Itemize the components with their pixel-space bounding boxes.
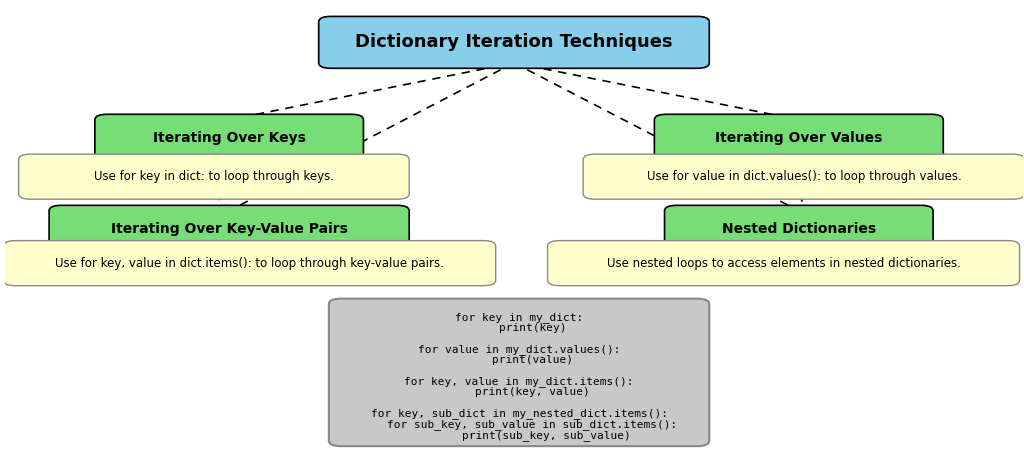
FancyBboxPatch shape — [329, 299, 710, 446]
Text: Iterating Over Key-Value Pairs: Iterating Over Key-Value Pairs — [111, 222, 347, 236]
FancyBboxPatch shape — [95, 114, 364, 162]
FancyBboxPatch shape — [665, 205, 933, 253]
Text: Use nested loops to access elements in nested dictionaries.: Use nested loops to access elements in n… — [606, 256, 961, 270]
Text: Iterating Over Values: Iterating Over Values — [715, 131, 883, 145]
Text: print(key, value): print(key, value) — [449, 387, 590, 397]
FancyBboxPatch shape — [318, 16, 710, 68]
FancyBboxPatch shape — [18, 154, 410, 199]
FancyBboxPatch shape — [3, 240, 496, 286]
Text: print(key): print(key) — [472, 323, 566, 333]
FancyBboxPatch shape — [548, 240, 1020, 286]
Text: Dictionary Iteration Techniques: Dictionary Iteration Techniques — [355, 33, 673, 51]
Text: Use for key in dict: to loop through keys.: Use for key in dict: to loop through key… — [94, 170, 334, 183]
Text: Nested Dictionaries: Nested Dictionaries — [722, 222, 876, 236]
FancyBboxPatch shape — [49, 205, 410, 253]
Text: Use for value in dict.values(): to loop through values.: Use for value in dict.values(): to loop … — [646, 170, 962, 183]
FancyBboxPatch shape — [583, 154, 1024, 199]
Text: for key, sub_dict in my_nested_dict.items():: for key, sub_dict in my_nested_dict.item… — [371, 409, 668, 419]
Text: Iterating Over Keys: Iterating Over Keys — [153, 131, 305, 145]
Text: for value in my_dict.values():: for value in my_dict.values(): — [418, 344, 621, 355]
Text: for key in my_dict:: for key in my_dict: — [455, 312, 584, 323]
Text: print(value): print(value) — [465, 355, 573, 365]
Text: Use for key, value in dict.items(): to loop through key-value pairs.: Use for key, value in dict.items(): to l… — [55, 256, 444, 270]
Text: for sub_key, sub_value in sub_dict.items():: for sub_key, sub_value in sub_dict.items… — [360, 419, 678, 430]
Text: print(sub_key, sub_value): print(sub_key, sub_value) — [408, 430, 631, 441]
FancyBboxPatch shape — [654, 114, 943, 162]
Text: for key, value in my_dict.items():: for key, value in my_dict.items(): — [404, 376, 634, 387]
